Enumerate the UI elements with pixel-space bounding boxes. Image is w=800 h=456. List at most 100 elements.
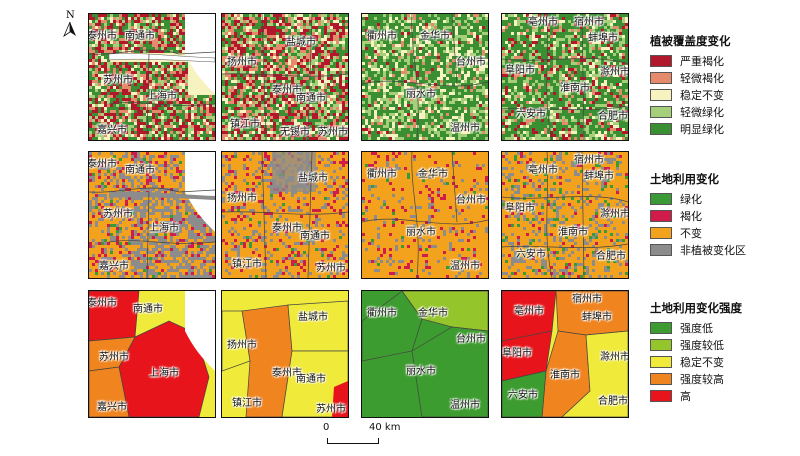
legend-item: 稳定不变 — [650, 353, 800, 370]
legend-label: 不变 — [680, 226, 702, 240]
legend-item: 不变 — [650, 224, 800, 241]
city-label: 盐城市 — [286, 37, 316, 48]
city-label: 苏州市 — [103, 75, 133, 86]
map-panel-intensity-2: 盐城市 扬州市 泰州市 南通市 镇江市 苏州市 — [221, 290, 349, 418]
city-label: 泰州市 — [88, 298, 117, 309]
city-label: 宿州市 — [574, 17, 604, 28]
city-label: 丽水市 — [406, 227, 436, 238]
legend-intensity: 土地利用变化强度 强度低 强度较低 稳定不变 强度较高高 — [650, 300, 800, 404]
city-label: 南通市 — [296, 93, 326, 104]
legend-label: 稳定不变 — [680, 88, 724, 102]
scale-line — [327, 438, 379, 444]
city-label: 嘉兴市 — [99, 261, 129, 272]
legend-item: 强度低 — [650, 319, 800, 336]
city-label: 阜阳市 — [505, 203, 535, 214]
map-panel-landuse-3: 衢州市 金华市台州市丽水市温州市 — [361, 151, 489, 279]
legend-item: 非植被变化区 — [650, 241, 800, 258]
legend-swatch — [650, 54, 672, 67]
legend-label: 轻微褐化 — [680, 71, 724, 85]
city-label: 镇江市 — [232, 259, 262, 270]
city-label: 金华市 — [418, 169, 448, 180]
legend-swatch — [650, 389, 672, 402]
city-label: 泰州市 — [272, 223, 302, 234]
city-label: 蚌埠市 — [582, 312, 612, 323]
city-label: 南通市 — [300, 231, 330, 242]
map-raster-intensity-2 — [222, 291, 348, 417]
city-label: 亳州市 — [528, 17, 558, 28]
city-label: 亳州市 — [514, 306, 544, 317]
legend-title: 植被覆盖度变化 — [650, 34, 731, 48]
city-label: 南通市 — [125, 31, 155, 42]
city-label: 温州市 — [450, 123, 480, 134]
city-label: 合肥市 — [598, 111, 628, 122]
city-label: 无锡市 — [280, 127, 310, 138]
city-label: 阜阳市 — [502, 348, 532, 359]
city-label: 温州市 — [450, 261, 480, 272]
city-label: 六安市 — [516, 249, 546, 260]
city-label: 衢州市 — [367, 169, 397, 180]
map-panel-intensity-1: 泰州市 南通市 苏州市 上海市 嘉兴市 — [88, 290, 216, 418]
legend-swatch — [650, 243, 672, 256]
city-label: 温州市 — [450, 400, 480, 411]
map-raster-landuse-2 — [222, 152, 348, 278]
map-panel-landuse-1: 泰州市 南通市苏州市上海市嘉兴市 — [88, 151, 216, 279]
map-raster-vegetation-2 — [222, 14, 348, 140]
city-label: 扬州市 — [227, 193, 257, 204]
city-label: 苏州市 — [103, 209, 133, 220]
legend-label: 严重褐化 — [680, 54, 724, 68]
map-raster-vegetation-1 — [89, 14, 215, 140]
city-label: 淮南市 — [558, 227, 588, 238]
city-label: 滁州市 — [600, 67, 629, 78]
city-label: 上海市 — [149, 223, 179, 234]
city-label: 苏州市 — [316, 404, 346, 415]
north-label: N — [66, 10, 75, 21]
city-label: 金华市 — [418, 308, 448, 319]
map-panel-intensity-4: 亳州市 宿州市 蚌埠市 阜阳市 滁州市 淮南市 六安市 合肥市 — [501, 290, 629, 418]
map-panel-landuse-4: 亳州市 宿州市 蚌埠市 阜阳市 滁州市 淮南市 六安市 合肥市 — [501, 151, 629, 279]
city-label: 嘉兴市 — [97, 125, 127, 136]
city-label: 扬州市 — [227, 57, 257, 68]
legend-item: 严重褐化 — [650, 52, 800, 69]
legend-item: 强度较高 — [650, 370, 800, 387]
north-arrow: N — [62, 10, 78, 38]
city-label: 淮南市 — [550, 370, 580, 381]
city-label: 上海市 — [147, 91, 177, 102]
north-arrow-icon — [63, 21, 76, 38]
map-raster-intensity-3 — [362, 291, 488, 417]
city-label: 南通市 — [125, 165, 155, 176]
legend-title: 土地利用变化 — [650, 172, 719, 186]
legend-swatch — [650, 226, 672, 239]
legend-label: 绿化 — [680, 192, 702, 206]
legend-item: 明显绿化 — [650, 120, 800, 137]
city-label: 苏州市 — [318, 127, 348, 138]
map-raster-landuse-4 — [502, 152, 628, 278]
city-label: 宿州市 — [574, 155, 604, 166]
city-label: 合肥市 — [598, 396, 628, 407]
scale-start-label: 0 — [323, 422, 330, 433]
city-label: 金华市 — [420, 31, 450, 42]
city-label: 台州市 — [456, 195, 486, 206]
city-label: 泰州市 — [272, 368, 302, 379]
legend-landuse: 土地利用变化绿化褐化不变 非植被变化区 — [650, 171, 800, 258]
legend-label: 强度低 — [680, 321, 713, 335]
legend-item: 轻微绿化 — [650, 103, 800, 120]
legend-label: 稳定不变 — [680, 355, 724, 369]
city-label: 亳州市 — [528, 165, 558, 176]
map-panel-landuse-2: 扬州市 盐城市 泰州市 南通市 镇江市 苏州市 — [221, 151, 349, 279]
legend-item: 褐化 — [650, 207, 800, 224]
city-label: 六安市 — [516, 109, 546, 120]
city-label: 蚌埠市 — [588, 33, 618, 44]
legend-swatch — [650, 355, 672, 368]
legend-label: 褐化 — [680, 209, 702, 223]
scale-end-label: 40 km — [369, 422, 401, 433]
city-label: 上海市 — [149, 368, 179, 379]
legend-label: 强度较高 — [680, 372, 724, 386]
city-label: 苏州市 — [99, 352, 129, 363]
map-raster-vegetation-3 — [362, 14, 488, 140]
city-label: 泰州市 — [88, 159, 117, 170]
legend-item: 高 — [650, 387, 800, 404]
city-label: 台州市 — [456, 57, 486, 68]
city-label: 嘉兴市 — [97, 402, 127, 413]
city-label: 苏州市 — [316, 263, 346, 274]
city-label: 滁州市 — [600, 352, 629, 363]
